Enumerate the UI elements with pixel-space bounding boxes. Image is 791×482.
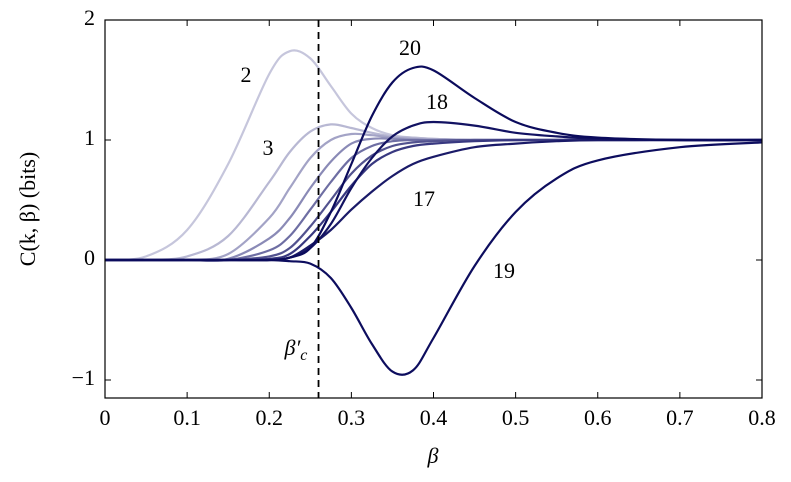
x-tick-label: 0.8 — [748, 405, 776, 430]
critical-label-sub: c — [300, 347, 307, 364]
y-tick-label: 1 — [84, 125, 95, 150]
x-tick-label: 0.4 — [420, 405, 448, 430]
x-tick-label: 0.7 — [666, 405, 694, 430]
plot-area — [105, 49, 762, 376]
series-label: 17 — [413, 186, 435, 211]
x-tick-label: 0.5 — [502, 405, 530, 430]
x-axis-label: β — [427, 443, 439, 468]
y-tick-label: 0 — [84, 245, 95, 270]
series-label: 2 — [241, 62, 252, 87]
x-tick-label: 0.2 — [256, 405, 284, 430]
series-label: 18 — [426, 89, 448, 114]
x-tick-label: 0.3 — [338, 405, 366, 430]
y-axis-label: C(k, β) (bits) — [15, 152, 40, 266]
x-tick-label: 0.1 — [173, 405, 201, 430]
series-line — [105, 49, 762, 262]
series-label: 3 — [263, 135, 274, 160]
y-tick-label: 2 — [84, 5, 95, 30]
x-tick-label: 0 — [100, 405, 111, 430]
critical-label-main: β′ — [284, 335, 302, 360]
x-tick-label: 0.6 — [584, 405, 612, 430]
series-line — [105, 65, 762, 262]
y-tick-label: −1 — [72, 365, 95, 390]
plot-frame — [104, 19, 763, 399]
series-label: 19 — [493, 258, 515, 283]
series-label: 20 — [399, 35, 421, 60]
critical-label: β′c — [284, 335, 308, 364]
